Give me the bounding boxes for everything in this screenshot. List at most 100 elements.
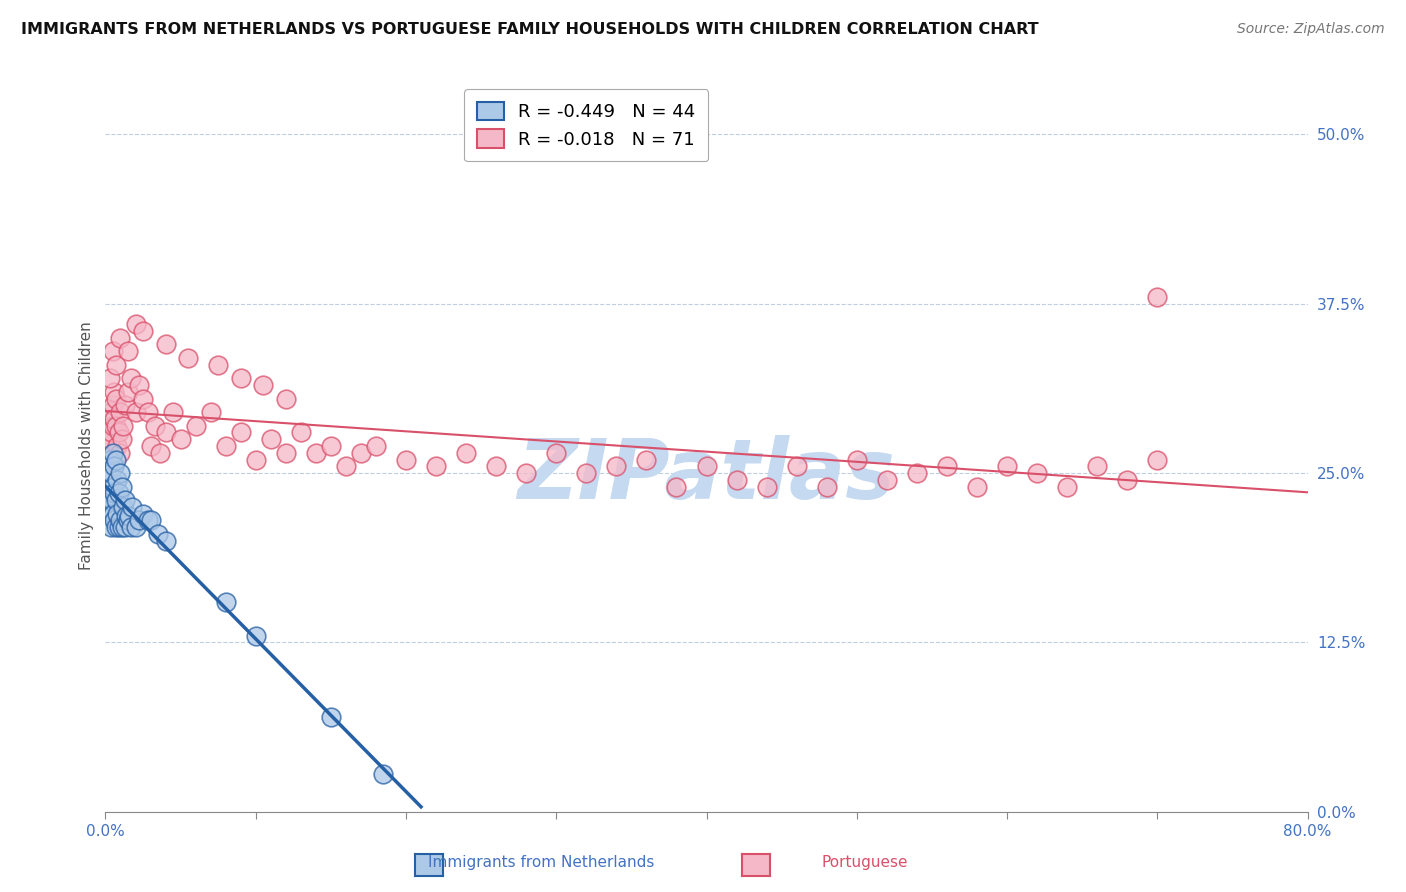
Point [124, 405, 146, 419]
Point [104, 358, 127, 372]
Point [107, 473, 129, 487]
Point [110, 405, 132, 419]
Point [103, 412, 125, 426]
Point [1085, 459, 1108, 474]
Point [136, 405, 159, 419]
Text: IMMIGRANTS FROM NETHERLANDS VS PORTUGUESE FAMILY HOUSEHOLDS WITH CHILDREN CORREL: IMMIGRANTS FROM NETHERLANDS VS PORTUGUES… [21, 22, 1039, 37]
Point [120, 371, 142, 385]
Point [155, 533, 177, 548]
Text: Portuguese: Portuguese [821, 855, 908, 870]
Point [696, 459, 718, 474]
Point [101, 398, 124, 412]
Point [245, 629, 267, 643]
Point [100, 405, 122, 419]
Point [200, 405, 222, 419]
Point [229, 425, 252, 440]
Point [100, 425, 122, 440]
Point [104, 418, 127, 433]
Point [605, 459, 627, 474]
Point [245, 452, 267, 467]
Point [98, 412, 121, 426]
Point [395, 452, 418, 467]
Point [107, 507, 129, 521]
Point [117, 514, 139, 528]
Point [1056, 480, 1078, 494]
Point [515, 466, 537, 480]
Point [214, 595, 236, 609]
Point [97, 418, 120, 433]
Point [214, 439, 236, 453]
Y-axis label: Family Households with Children: Family Households with Children [79, 322, 94, 570]
Point [98, 480, 121, 494]
Point [995, 459, 1018, 474]
Point [132, 392, 155, 406]
Point [124, 317, 146, 331]
Point [103, 384, 125, 399]
Point [101, 480, 124, 494]
Point [350, 446, 373, 460]
Text: ZIPatlas: ZIPatlas [517, 434, 896, 516]
Point [104, 493, 127, 508]
Point [319, 710, 342, 724]
Point [454, 446, 477, 460]
Point [101, 344, 124, 359]
Point [665, 480, 688, 494]
Point [1146, 452, 1168, 467]
Point [110, 466, 132, 480]
Point [117, 384, 139, 399]
Point [132, 324, 155, 338]
Point [169, 432, 191, 446]
Point [845, 452, 868, 467]
Point [98, 432, 121, 446]
Point [112, 500, 135, 514]
Point [111, 520, 134, 534]
Point [118, 509, 141, 524]
Point [128, 514, 150, 528]
Point [755, 480, 778, 494]
Point [114, 398, 136, 412]
Point [229, 371, 252, 385]
Point [143, 418, 166, 433]
Point [100, 466, 122, 480]
Point [120, 520, 142, 534]
Point [148, 446, 170, 460]
Point [115, 509, 138, 524]
Point [128, 378, 150, 392]
Point [786, 459, 808, 474]
Point [177, 351, 200, 365]
Point [101, 446, 124, 460]
Point [101, 507, 124, 521]
Point [1116, 473, 1139, 487]
Point [184, 418, 207, 433]
Point [132, 507, 155, 521]
Point [290, 425, 312, 440]
Point [905, 466, 928, 480]
Point [485, 459, 508, 474]
Point [546, 446, 568, 460]
Point [117, 344, 139, 359]
Point [252, 378, 274, 392]
Point [98, 371, 121, 385]
Point [636, 452, 658, 467]
Point [364, 439, 387, 453]
Point [274, 392, 297, 406]
Point [162, 405, 184, 419]
Point [319, 439, 342, 453]
Point [98, 452, 121, 467]
Point [207, 358, 229, 372]
Point [103, 459, 125, 474]
Point [373, 766, 395, 780]
Point [876, 473, 898, 487]
Point [139, 439, 162, 453]
Point [815, 480, 838, 494]
Text: Source: ZipAtlas.com: Source: ZipAtlas.com [1237, 22, 1385, 37]
Point [97, 466, 120, 480]
Point [111, 480, 134, 494]
Point [103, 486, 125, 500]
Legend: R = -0.449   N = 44, R = -0.018   N = 71: R = -0.449 N = 44, R = -0.018 N = 71 [464, 89, 709, 161]
Point [155, 337, 177, 351]
Point [124, 520, 146, 534]
Point [100, 493, 122, 508]
Point [155, 425, 177, 440]
Point [114, 520, 136, 534]
